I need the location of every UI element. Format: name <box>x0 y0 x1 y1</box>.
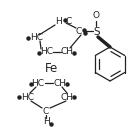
Text: H: H <box>56 18 62 26</box>
Text: C: C <box>43 107 49 115</box>
Text: C: C <box>66 18 72 26</box>
Text: C: C <box>76 26 82 36</box>
Text: HC: HC <box>40 47 54 57</box>
Text: HC: HC <box>30 34 43 43</box>
Text: O: O <box>92 11 99 20</box>
Text: Fe: Fe <box>45 61 59 74</box>
Text: CH: CH <box>60 92 74 101</box>
Text: CH: CH <box>54 78 67 88</box>
Text: CH: CH <box>60 47 74 57</box>
Text: S: S <box>94 27 100 37</box>
Text: H: H <box>43 117 49 126</box>
Text: HC: HC <box>31 78 44 88</box>
Text: HC: HC <box>22 92 34 101</box>
